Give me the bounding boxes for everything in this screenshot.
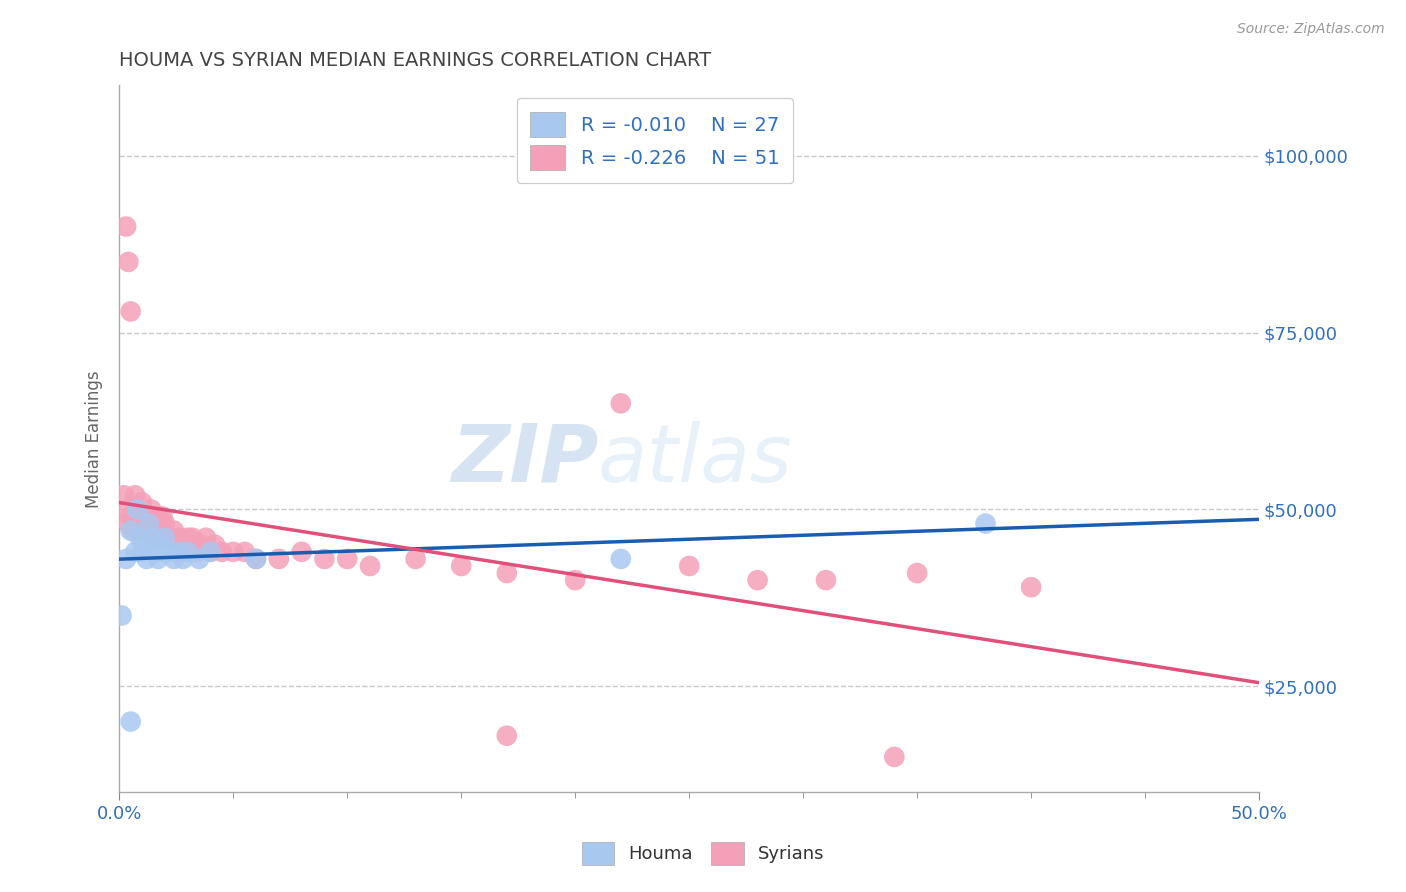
Point	[495, 729, 517, 743]
Point	[128, 531, 150, 545]
Point	[152, 545, 174, 559]
Point	[314, 552, 336, 566]
Point	[678, 559, 700, 574]
Point	[211, 545, 233, 559]
Text: HOUMA VS SYRIAN MEDIAN EARNINGS CORRELATION CHART: HOUMA VS SYRIAN MEDIAN EARNINGS CORRELAT…	[120, 51, 711, 70]
Point	[122, 524, 145, 538]
Point	[115, 502, 138, 516]
Point	[495, 566, 517, 580]
Point	[128, 509, 150, 524]
Legend: R = -0.010    N = 27, R = -0.226    N = 51: R = -0.010 N = 27, R = -0.226 N = 51	[517, 98, 793, 184]
Point	[176, 545, 198, 559]
Point	[222, 545, 245, 559]
Point	[186, 545, 208, 559]
Point	[450, 559, 472, 574]
Point	[905, 566, 928, 580]
Point	[610, 552, 633, 566]
Point	[204, 538, 226, 552]
Point	[138, 509, 160, 524]
Point	[120, 714, 142, 729]
Point	[120, 304, 142, 318]
Point	[153, 531, 176, 545]
Point	[159, 531, 181, 545]
Point	[163, 524, 186, 538]
Text: atlas: atlas	[598, 421, 793, 499]
Point	[120, 524, 142, 538]
Point	[167, 531, 190, 545]
Point	[115, 219, 138, 234]
Point	[138, 516, 160, 531]
Point	[131, 545, 153, 559]
Point	[149, 524, 172, 538]
Point	[117, 516, 139, 531]
Point	[142, 531, 165, 545]
Point	[200, 545, 222, 559]
Point	[883, 750, 905, 764]
Point	[163, 552, 186, 566]
Point	[146, 552, 169, 566]
Point	[127, 502, 149, 516]
Point	[127, 502, 149, 516]
Point	[974, 516, 997, 531]
Text: Source: ZipAtlas.com: Source: ZipAtlas.com	[1237, 22, 1385, 37]
Point	[405, 552, 427, 566]
Point	[152, 509, 174, 524]
Point	[135, 552, 157, 566]
Point	[172, 538, 194, 552]
Point	[117, 255, 139, 269]
Point	[145, 531, 167, 545]
Point	[291, 545, 314, 559]
Point	[336, 552, 359, 566]
Point	[245, 552, 267, 566]
Point	[124, 545, 146, 559]
Point	[120, 509, 142, 524]
Point	[814, 573, 837, 587]
Point	[1019, 580, 1042, 594]
Point	[167, 545, 190, 559]
Text: ZIP: ZIP	[450, 421, 598, 499]
Point	[267, 552, 290, 566]
Point	[747, 573, 769, 587]
Point	[194, 531, 217, 545]
Y-axis label: Median Earnings: Median Earnings	[86, 370, 103, 508]
Point	[112, 488, 135, 502]
Point	[131, 495, 153, 509]
Point	[200, 545, 222, 559]
Point	[145, 545, 167, 559]
Point	[149, 538, 172, 552]
Point	[188, 552, 211, 566]
Point	[135, 524, 157, 538]
Point	[176, 531, 198, 545]
Point	[134, 516, 156, 531]
Point	[159, 545, 181, 559]
Point	[610, 396, 633, 410]
Point	[115, 552, 138, 566]
Point	[233, 545, 256, 559]
Point	[153, 516, 176, 531]
Point	[134, 538, 156, 552]
Point	[172, 552, 194, 566]
Point	[181, 531, 204, 545]
Point	[359, 559, 381, 574]
Legend: Houma, Syrians: Houma, Syrians	[572, 833, 834, 874]
Point	[124, 488, 146, 502]
Point	[110, 608, 132, 623]
Point	[564, 573, 586, 587]
Point	[245, 552, 267, 566]
Point	[146, 509, 169, 524]
Point	[141, 502, 163, 516]
Point	[142, 516, 165, 531]
Point	[190, 538, 212, 552]
